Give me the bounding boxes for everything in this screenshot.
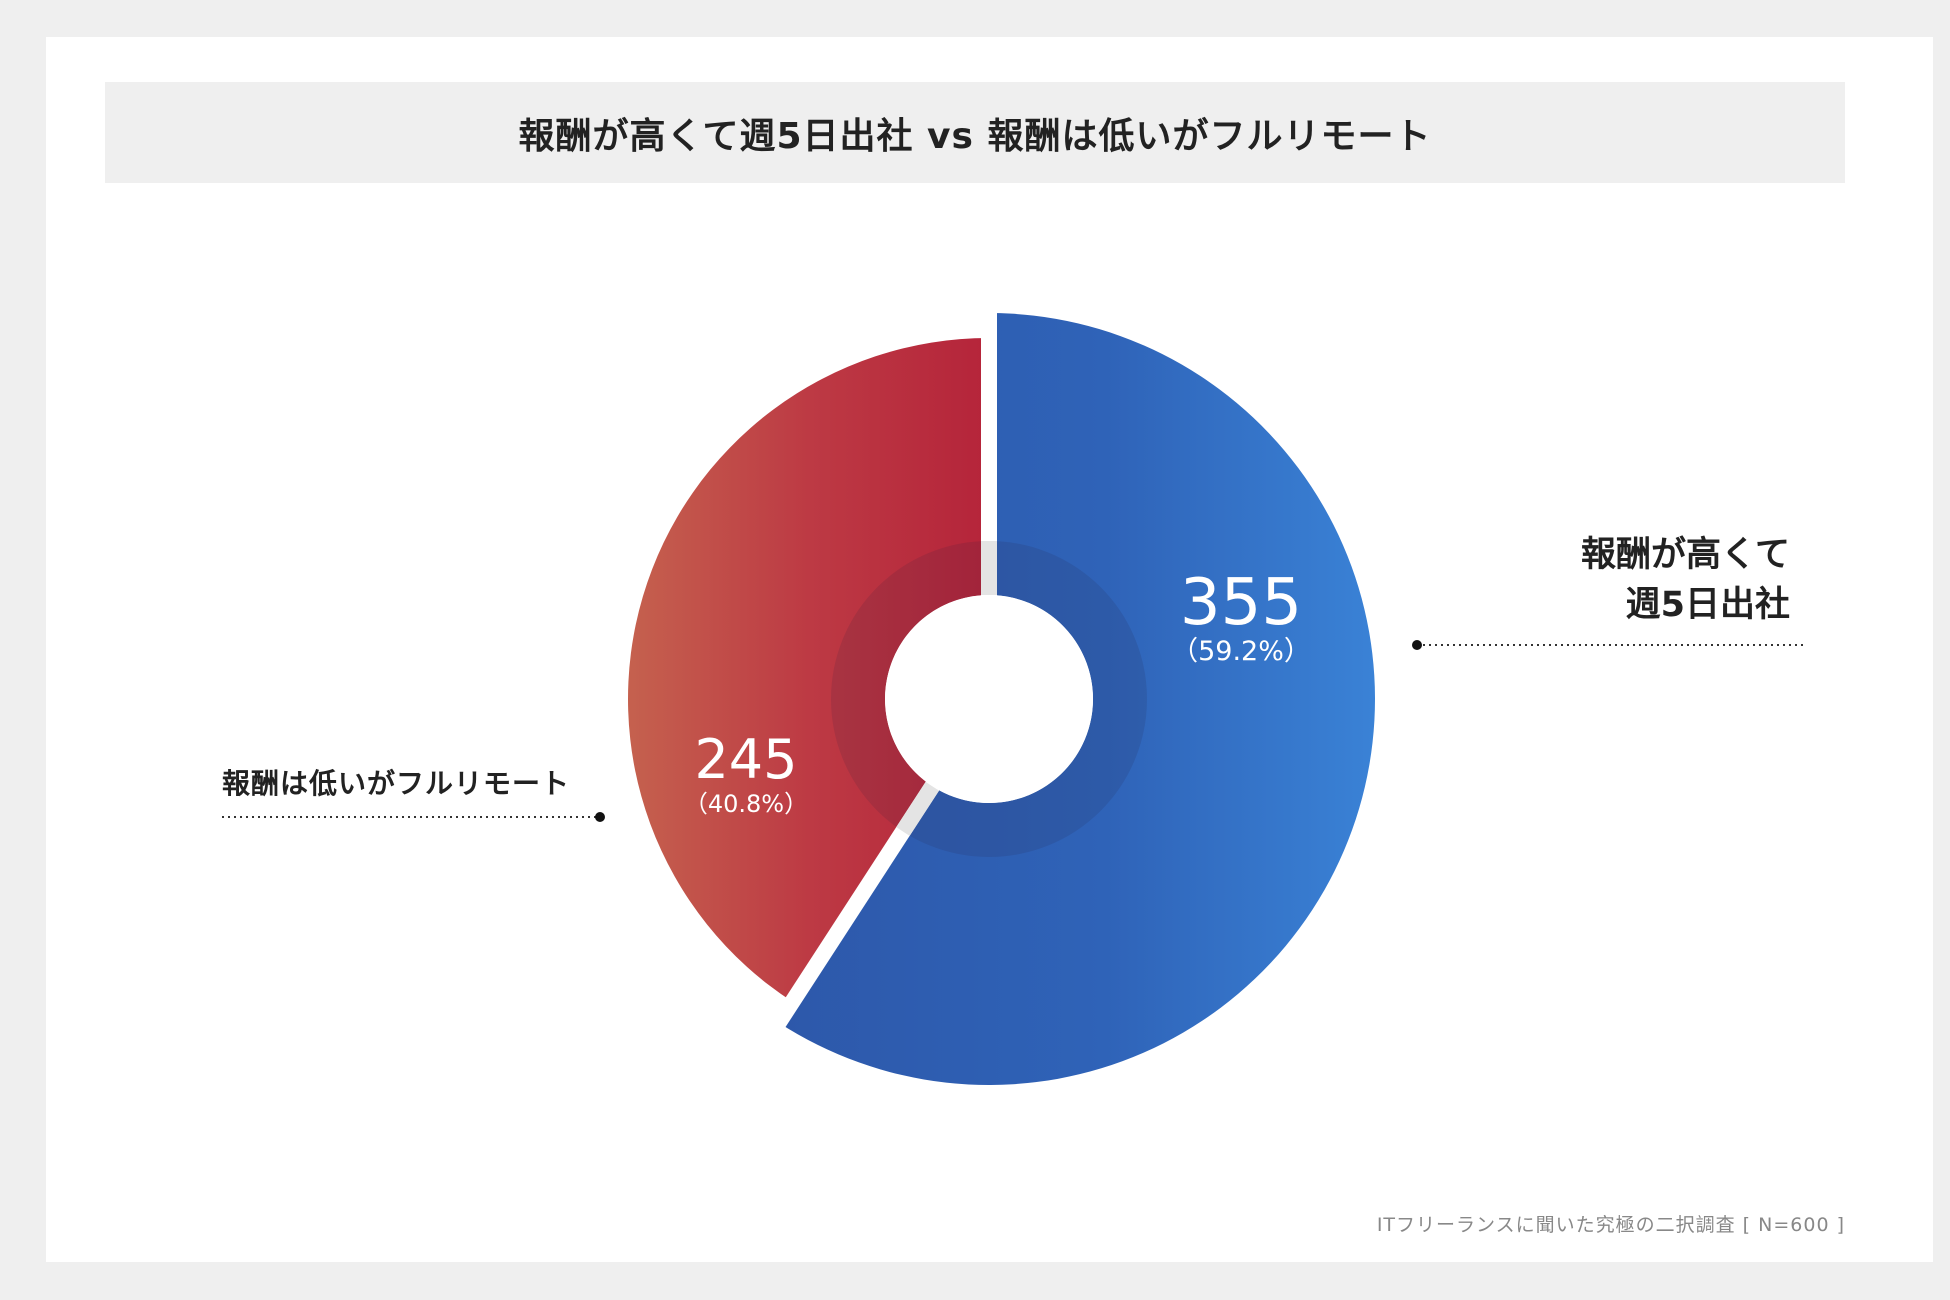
percent-40: （40.8%） bbox=[683, 790, 809, 818]
slice-separator-inner bbox=[896, 781, 940, 836]
legend-label-remote: 報酬は低いがフルリモート bbox=[222, 767, 571, 800]
donut-hole bbox=[885, 595, 1093, 803]
legend-label-office: 報酬が高くて 週5日出社 bbox=[1581, 530, 1790, 630]
slice-office bbox=[778, 313, 1375, 1085]
chart-title: 報酬が高くて週5日出社 vs 報酬は低いがフルリモート bbox=[518, 115, 1432, 157]
percent-59: （59.2%） bbox=[1171, 636, 1311, 667]
value-355: 355 bbox=[1179, 566, 1303, 640]
value-label-red: 245 （40.8%） bbox=[684, 732, 808, 820]
value-label-blue: 355 （59.2%） bbox=[1171, 570, 1311, 668]
label-line-1: 報酬が高くて bbox=[1581, 535, 1790, 575]
title-bar: 報酬が高くて週5日出社 vs 報酬は低いがフルリモート bbox=[105, 82, 1845, 183]
value-245: 245 bbox=[694, 728, 798, 791]
label-line-2: 週5日出社 bbox=[1625, 585, 1790, 625]
right-leader-dot bbox=[1412, 640, 1422, 650]
left-leader-dot bbox=[595, 812, 605, 822]
footnote: ITフリーランスに聞いた究極の二択調査 [ N=600 ] bbox=[1376, 1214, 1845, 1236]
